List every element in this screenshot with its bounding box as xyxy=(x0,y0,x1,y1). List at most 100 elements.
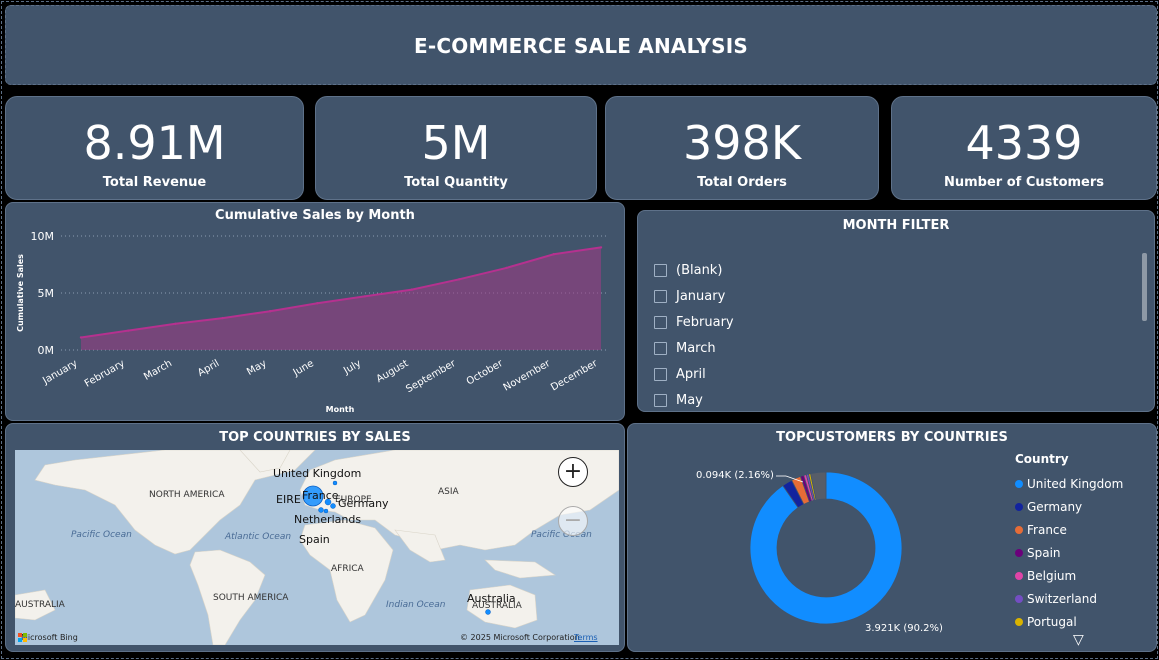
data-point[interactable] xyxy=(552,253,555,256)
continent-label: SOUTH AMERICA xyxy=(213,593,289,603)
data-point[interactable] xyxy=(79,336,83,339)
kpi-card-total-orders[interactable]: 398K Total Orders xyxy=(605,96,879,200)
country-label-spain: Spain xyxy=(299,533,330,546)
leader-line xyxy=(785,475,804,483)
country-label-australia: Australia xyxy=(467,592,516,605)
bing-label: Microsoft Bing xyxy=(21,633,78,642)
legend-item[interactable]: France xyxy=(1015,518,1123,541)
checkbox[interactable] xyxy=(654,289,667,303)
microsoft-logo-icon xyxy=(18,633,27,642)
kpi-card-total-revenue[interactable]: 8.91M Total Revenue xyxy=(5,96,304,200)
continent-label: AFRICA xyxy=(331,564,364,574)
slicer-item-label: (Blank) xyxy=(676,262,723,278)
map-bubble[interactable] xyxy=(330,503,336,509)
country-label-netherlands: Netherlands xyxy=(294,513,362,526)
kpi-label: Total Revenue xyxy=(102,175,207,190)
donut-slice[interactable] xyxy=(810,471,827,501)
slicer-item-label: April xyxy=(676,366,706,382)
bing-logo: Microsoft Bing xyxy=(18,633,78,642)
country-label-eire: EIRE xyxy=(276,493,301,506)
legend-swatch xyxy=(1015,548,1023,557)
ocean-label: Atlantic Ocean xyxy=(225,532,292,542)
x-tick-label: April xyxy=(196,358,221,379)
slicer-item-march[interactable]: March xyxy=(654,335,734,361)
legend-item[interactable]: Spain xyxy=(1015,541,1123,564)
zoom-in-button[interactable]: + xyxy=(558,457,588,487)
map-bubble-spain[interactable] xyxy=(318,507,324,513)
cumulative-sales-chart[interactable]: Cumulative Sales by Month 10M 5M 0M January… xyxy=(5,202,625,421)
ocean-label: Indian Ocean xyxy=(386,600,446,610)
legend-label: Switzerland xyxy=(1027,591,1097,606)
kpi-value: 398K xyxy=(683,116,801,170)
continent-label: EUROPE xyxy=(335,495,372,505)
data-point[interactable] xyxy=(599,246,603,249)
legend-item[interactable]: Switzerland xyxy=(1015,587,1123,610)
legend-item[interactable]: Belgium xyxy=(1015,564,1123,587)
y-tick-label: 5M xyxy=(38,287,55,300)
data-point[interactable] xyxy=(221,316,225,320)
kpi-card-number-of-customers[interactable]: 4339 Number of Customers xyxy=(891,96,1157,200)
top-customers-donut-chart[interactable]: TOPCUSTOMERS BY COUNTRIES 0.094K (2.16%)… xyxy=(627,423,1157,652)
checkbox[interactable] xyxy=(654,263,667,277)
donut-data-label: 3.921K (90.2%) xyxy=(865,623,943,634)
data-point[interactable] xyxy=(457,278,461,281)
data-point[interactable] xyxy=(410,288,414,291)
data-point[interactable] xyxy=(316,302,319,305)
legend-scroll-down-icon[interactable]: ▽ xyxy=(1073,632,1084,648)
legend-label: United Kingdom xyxy=(1027,476,1124,491)
area-line xyxy=(80,246,602,339)
slicer-item-january[interactable]: January xyxy=(654,283,734,309)
y-tick-label: 10M xyxy=(31,230,55,243)
slicer-scrollbar[interactable] xyxy=(1142,253,1147,321)
data-point[interactable] xyxy=(363,295,366,298)
map-visual[interactable]: TOP COUNTRIES BY SALES xyxy=(5,423,625,652)
x-tick-label: May xyxy=(245,358,268,378)
donut-legend: Country United Kingdom Germany France Spain… xyxy=(1015,452,1123,633)
legend-swatch xyxy=(1015,502,1023,511)
slicer-item-may[interactable]: May xyxy=(654,387,734,413)
map-bubble-uk[interactable] xyxy=(302,485,324,507)
data-point[interactable] xyxy=(268,310,272,313)
zoom-out-button[interactable]: − xyxy=(558,506,588,536)
slicer-item-february[interactable]: February xyxy=(654,309,734,335)
map-bubble[interactable] xyxy=(323,508,329,514)
data-point[interactable] xyxy=(505,266,508,270)
legend-swatch xyxy=(1015,479,1023,488)
legend-label: France xyxy=(1027,522,1067,537)
legend-label: Portugal xyxy=(1027,614,1077,629)
data-point[interactable] xyxy=(127,329,130,332)
country-label-uk: United Kingdom xyxy=(273,467,362,480)
slicer-item-label: February xyxy=(676,314,734,330)
legend-item[interactable]: United Kingdom xyxy=(1015,472,1123,495)
map-bubble-france[interactable] xyxy=(324,498,332,506)
checkbox[interactable] xyxy=(654,367,667,381)
kpi-value: 8.91M xyxy=(83,116,226,170)
legend-swatch xyxy=(1015,571,1023,580)
donut-slice[interactable] xyxy=(749,471,903,625)
continent-label: ASIA xyxy=(438,487,459,497)
data-point[interactable] xyxy=(174,322,177,325)
x-tick-label: August xyxy=(375,358,411,385)
slicer-item-april[interactable]: April xyxy=(654,361,734,387)
x-tick-label: February xyxy=(83,358,127,390)
kpi-card-total-quantity[interactable]: 5M Total Quantity xyxy=(315,96,597,200)
checkbox[interactable] xyxy=(654,393,667,407)
map-canvas[interactable]: NORTH AMERICA ASIA AFRICA SOUTH AMERICA … xyxy=(15,450,619,645)
checkbox[interactable] xyxy=(654,315,667,329)
map-terms-link[interactable]: Terms xyxy=(574,633,598,642)
slicer-item-blank[interactable]: (Blank) xyxy=(654,257,734,283)
x-tick-label: September xyxy=(404,358,458,396)
kpi-label: Total Orders xyxy=(697,175,787,190)
chart-title: Cumulative Sales by Month xyxy=(215,208,415,223)
country-label-france: France xyxy=(302,489,339,502)
legend-label: Spain xyxy=(1027,545,1061,560)
map-bubble-australia[interactable] xyxy=(485,609,491,615)
slicer-item-label: March xyxy=(676,340,716,356)
checkbox[interactable] xyxy=(654,341,667,355)
month-filter-slicer[interactable]: MONTH FILTER (Blank) January February Ma… xyxy=(637,210,1155,412)
map-bubble[interactable] xyxy=(332,480,338,486)
legend-item[interactable]: Germany xyxy=(1015,495,1123,518)
area-fill xyxy=(81,247,601,350)
y-axis-title: Cumulative Sales xyxy=(16,254,25,332)
legend-item[interactable]: Portugal xyxy=(1015,610,1123,633)
